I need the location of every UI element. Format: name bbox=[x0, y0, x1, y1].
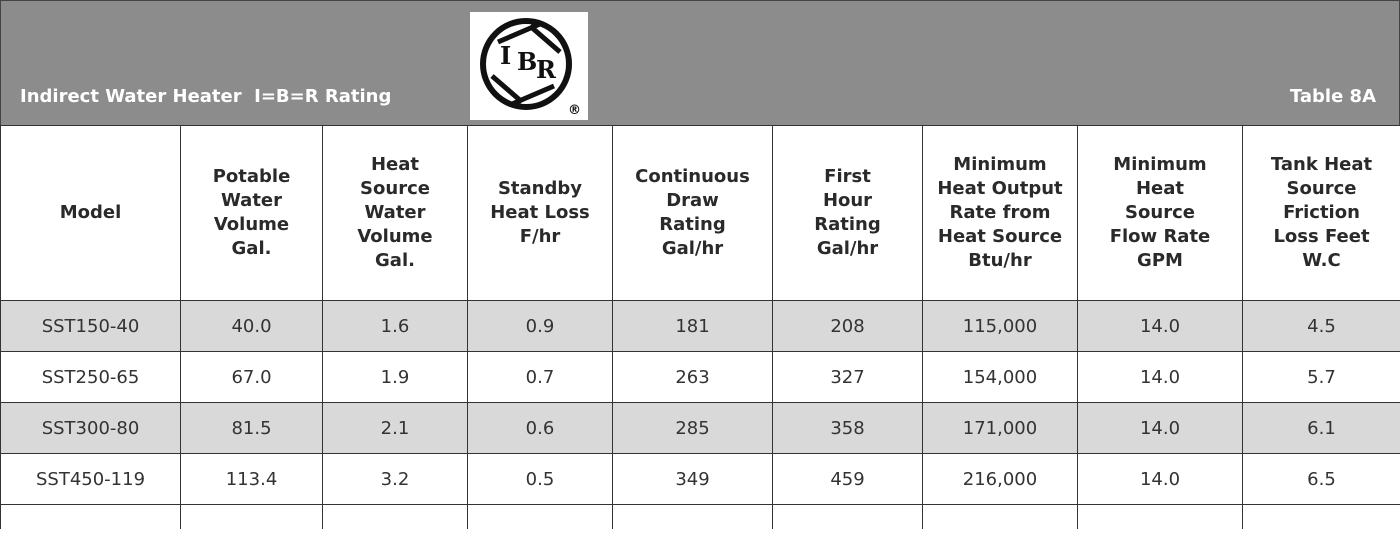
table-cell: 1.6 bbox=[322, 300, 468, 352]
table-cell: 2.1 bbox=[322, 402, 468, 454]
table-cell: 113.4 bbox=[180, 453, 323, 505]
column-header: Potable Water Volume Gal. bbox=[180, 125, 323, 301]
table-cell: 208 bbox=[772, 300, 923, 352]
table-cell: 6.5 bbox=[1242, 453, 1400, 505]
table-cell-empty bbox=[1077, 504, 1243, 529]
table-cell: 358 bbox=[772, 402, 923, 454]
table-row: SST450-119 113.4 3.2 0.5 349 459 216,000 14.0 6.… bbox=[0, 453, 1400, 505]
table-cell: 6.1 bbox=[1242, 402, 1400, 454]
table-cell: 171,000 bbox=[922, 402, 1078, 454]
table-cell: 1.9 bbox=[322, 351, 468, 403]
logo-stroke bbox=[528, 24, 562, 54]
table-cell: SST450-119 bbox=[0, 453, 181, 505]
header-row: Model Potable Water Volume Gal. Heat Sourc… bbox=[0, 125, 1400, 301]
column-header: Model bbox=[0, 125, 181, 301]
table-row: SST250-65 67.0 1.9 0.7 263 327 154,000 14.0 5.7 bbox=[0, 351, 1400, 403]
table-cell: 4.5 bbox=[1242, 300, 1400, 352]
table-row: SST300-80 81.5 2.1 0.6 285 358 171,000 14.0 6.1 bbox=[0, 402, 1400, 454]
table-cell-empty bbox=[322, 504, 468, 529]
column-header: Minimum Heat Output Rate from Heat Sourc… bbox=[922, 125, 1078, 301]
table-cell: SST150-40 bbox=[0, 300, 181, 352]
table-row: SST150-40 40.0 1.6 0.9 181 208 115,000 14.0 4.5 bbox=[0, 300, 1400, 352]
table-cell-empty bbox=[922, 504, 1078, 529]
table-cell: 285 bbox=[612, 402, 773, 454]
table-row-partial bbox=[0, 504, 1400, 529]
logo-mark: ® bbox=[568, 103, 581, 118]
table-cell: 327 bbox=[772, 351, 923, 403]
logo-ring bbox=[480, 18, 572, 110]
logo-letter: B bbox=[517, 47, 537, 76]
table-cell-empty bbox=[467, 504, 613, 529]
data-table: Model Potable Water Volume Gal. Heat Sourc… bbox=[0, 125, 1400, 529]
table-cell: 14.0 bbox=[1077, 402, 1243, 454]
table-cell: 0.9 bbox=[467, 300, 613, 352]
table-cell: SST300-80 bbox=[0, 402, 181, 454]
table-cell: 216,000 bbox=[922, 453, 1078, 505]
table-cell: SST250-65 bbox=[0, 351, 181, 403]
column-header: Continuous Draw Rating Gal/hr bbox=[612, 125, 773, 301]
ibr-logo: I B R ® bbox=[470, 12, 588, 120]
table-cell: 81.5 bbox=[180, 402, 323, 454]
table-cell-empty bbox=[772, 504, 923, 529]
table-cell: 154,000 bbox=[922, 351, 1078, 403]
table-label: Table 8A bbox=[1289, 86, 1376, 107]
logo-letter: R bbox=[536, 55, 557, 84]
table-cell: 263 bbox=[612, 351, 773, 403]
logo-stroke bbox=[490, 74, 524, 104]
header-title: Indirect Water Heater I=B=R Rating bbox=[20, 86, 392, 107]
table-cell: 0.6 bbox=[467, 402, 613, 454]
column-header: Heat Source Water Volume Gal. bbox=[322, 125, 468, 301]
column-header: First Hour Rating Gal/hr bbox=[772, 125, 923, 301]
column-header: Minimum Heat Source Flow Rate GPM bbox=[1077, 125, 1243, 301]
table-cell: 181 bbox=[612, 300, 773, 352]
table-cell: 14.0 bbox=[1077, 453, 1243, 505]
table-cell: 14.0 bbox=[1077, 351, 1243, 403]
column-header: Standby Heat Loss F/hr bbox=[467, 125, 613, 301]
table-cell-empty bbox=[612, 504, 773, 529]
table-cell: 67.0 bbox=[180, 351, 323, 403]
table-body: SST150-40 40.0 1.6 0.9 181 208 115,000 14.0 4.5 S… bbox=[0, 300, 1400, 529]
table-cell: 0.7 bbox=[467, 351, 613, 403]
table-cell: 5.7 bbox=[1242, 351, 1400, 403]
table-cell-empty bbox=[0, 504, 181, 529]
table-cell: 3.2 bbox=[322, 453, 468, 505]
table-cell: 459 bbox=[772, 453, 923, 505]
table-cell: 349 bbox=[612, 453, 773, 505]
logo-letter: I bbox=[500, 41, 511, 70]
header-band bbox=[0, 0, 1400, 126]
table-cell: 115,000 bbox=[922, 300, 1078, 352]
table-cell: 14.0 bbox=[1077, 300, 1243, 352]
table-cell-empty bbox=[1242, 504, 1400, 529]
table-cell: 40.0 bbox=[180, 300, 323, 352]
table-cell-empty bbox=[180, 504, 323, 529]
column-header: Tank Heat Source Friction Loss Feet W.C bbox=[1242, 125, 1400, 301]
table-cell: 0.5 bbox=[467, 453, 613, 505]
